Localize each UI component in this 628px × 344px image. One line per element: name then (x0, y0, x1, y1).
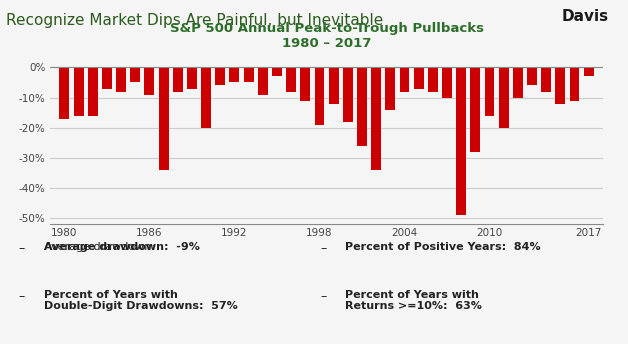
Bar (428, 67, 438, 92)
Bar (414, 67, 424, 88)
Bar (456, 67, 466, 215)
Bar (328, 67, 338, 104)
Bar (386, 67, 395, 109)
Bar (513, 67, 523, 97)
Bar (541, 67, 551, 92)
Bar (159, 67, 168, 170)
Bar (144, 67, 154, 95)
Bar (286, 67, 296, 92)
Text: Recognize Market Dips Are Painful, but Inevitable: Recognize Market Dips Are Painful, but I… (6, 13, 384, 28)
Bar (555, 67, 565, 104)
Bar (499, 67, 509, 128)
Bar (570, 67, 580, 100)
Text: –: – (19, 241, 25, 255)
Bar (73, 67, 84, 116)
Bar (244, 67, 254, 83)
Bar (272, 67, 282, 76)
Bar (527, 67, 537, 86)
Bar (60, 67, 69, 119)
Bar (201, 67, 211, 128)
Bar (102, 67, 112, 88)
Title: S&P 500 Annual Peak-to-Trough Pullbacks
1980 – 2017: S&P 500 Annual Peak-to-Trough Pullbacks … (170, 22, 484, 50)
Bar (215, 67, 225, 86)
Bar (357, 67, 367, 146)
Text: Percent of Positive Years:  84%: Percent of Positive Years: 84% (345, 241, 541, 252)
Text: Average drawdown:: Average drawdown: (44, 241, 162, 252)
Bar (229, 67, 239, 83)
Bar (130, 67, 140, 83)
Text: –: – (320, 290, 327, 303)
Bar (584, 67, 593, 76)
Text: Davis: Davis (562, 9, 609, 24)
Bar (371, 67, 381, 170)
Text: Average drawdown:  -9%: Average drawdown: -9% (44, 241, 200, 252)
Bar (315, 67, 325, 125)
Text: Percent of Years with
Returns >=10%:  63%: Percent of Years with Returns >=10%: 63% (345, 290, 482, 311)
Bar (116, 67, 126, 92)
Bar (187, 67, 197, 88)
Bar (343, 67, 353, 121)
Bar (442, 67, 452, 97)
Text: –: – (320, 241, 327, 255)
Bar (485, 67, 494, 116)
Text: Percent of Years with
Double-Digit Drawdowns:  57%: Percent of Years with Double-Digit Drawd… (44, 290, 238, 311)
Bar (258, 67, 268, 95)
Text: –: – (19, 290, 25, 303)
Bar (88, 67, 98, 116)
Bar (300, 67, 310, 100)
Bar (173, 67, 183, 92)
Bar (470, 67, 480, 152)
Bar (399, 67, 409, 92)
